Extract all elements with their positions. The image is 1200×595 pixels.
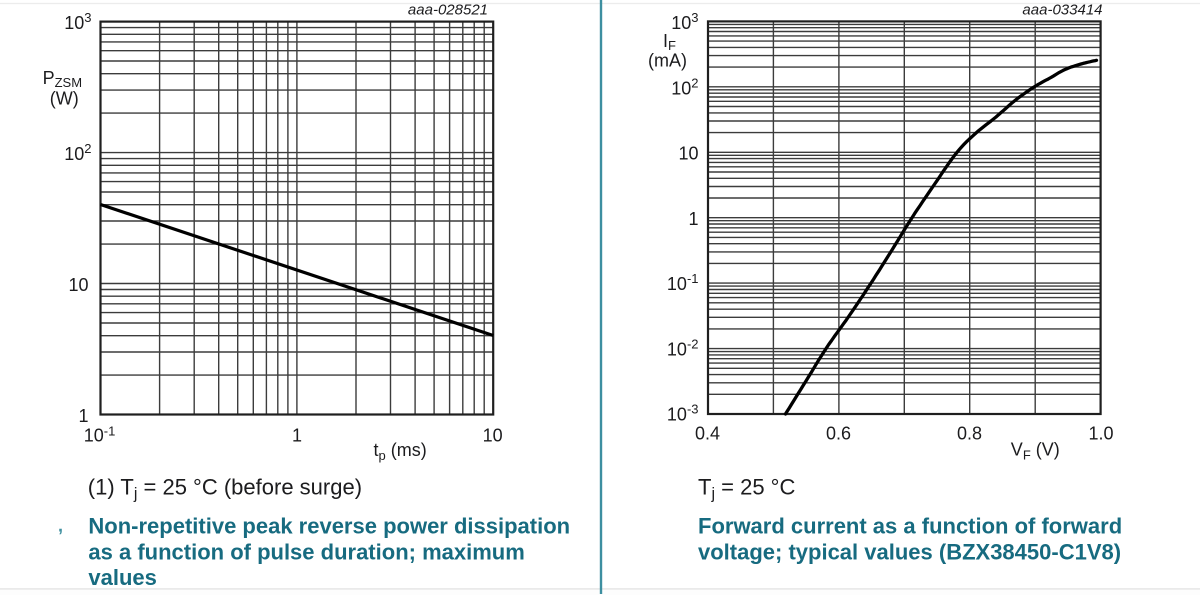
- svg-text:Forward current as a function: Forward current as a function of forward: [698, 514, 1122, 539]
- svg-text:0.8: 0.8: [957, 424, 982, 444]
- svg-text:(W): (W): [50, 89, 79, 109]
- svg-text:0.4: 0.4: [695, 424, 720, 444]
- svg-text:voltage; typical values (BZX38: voltage; typical values (BZX38450-C1V8): [698, 539, 1121, 564]
- svg-text:1: 1: [688, 209, 698, 229]
- svg-text:as a function of pulse duratio: as a function of pulse duration; maximum: [88, 539, 524, 564]
- svg-text:(mA): (mA): [648, 51, 687, 71]
- svg-text:102: 102: [671, 75, 698, 98]
- svg-text:103: 103: [64, 10, 91, 33]
- svg-text:PZSM: PZSM: [43, 68, 82, 90]
- svg-text:10: 10: [678, 144, 698, 164]
- svg-text:1: 1: [292, 426, 302, 446]
- svg-text:values: values: [88, 565, 156, 590]
- svg-text:1: 1: [78, 406, 88, 426]
- svg-text:10: 10: [68, 275, 88, 295]
- svg-text:VF (V): VF (V): [1011, 439, 1060, 462]
- svg-text:Tj = 25 °C: Tj = 25 °C: [698, 475, 795, 503]
- svg-text:10-2: 10-2: [667, 336, 699, 359]
- svg-text:10-3: 10-3: [667, 402, 699, 425]
- svg-text:1.0: 1.0: [1088, 424, 1113, 444]
- svg-text:Non-repetitive peak reverse po: Non-repetitive peak reverse power dissip…: [88, 514, 570, 539]
- svg-text:10-1: 10-1: [667, 271, 699, 294]
- svg-text:tp (ms): tp (ms): [374, 440, 427, 463]
- svg-text:,: ,: [58, 516, 63, 536]
- svg-text:aaa-028521: aaa-028521: [408, 2, 488, 19]
- svg-text:(1) Tj = 25 °C (before surge): (1) Tj = 25 °C (before surge): [88, 475, 362, 503]
- svg-text:10-1: 10-1: [84, 424, 116, 446]
- svg-text:102: 102: [64, 141, 91, 164]
- svg-text:aaa-033414: aaa-033414: [1022, 2, 1102, 19]
- svg-text:0.6: 0.6: [826, 424, 851, 444]
- svg-text:103: 103: [671, 10, 698, 33]
- svg-text:10: 10: [483, 426, 503, 446]
